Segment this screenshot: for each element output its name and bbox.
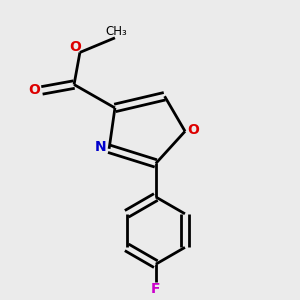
Text: O: O xyxy=(187,123,199,137)
Text: CH₃: CH₃ xyxy=(106,25,127,38)
Text: O: O xyxy=(70,40,82,54)
Text: N: N xyxy=(95,140,107,154)
Text: O: O xyxy=(29,83,40,98)
Text: F: F xyxy=(151,282,160,296)
